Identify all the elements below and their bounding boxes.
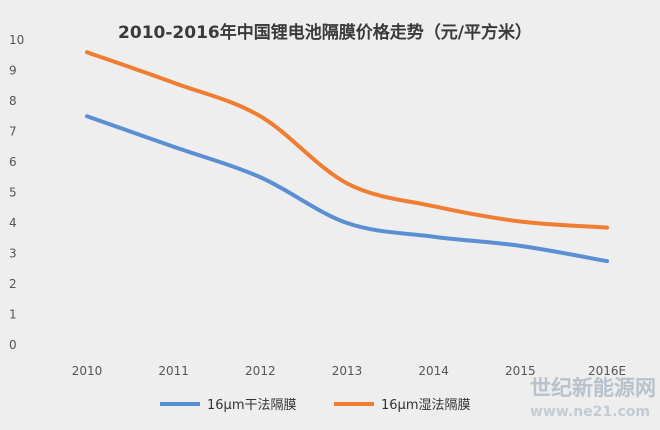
x-tick-label: 2016E xyxy=(588,364,626,378)
watermark-url: www.ne21.com xyxy=(530,404,650,420)
series-lines xyxy=(85,50,609,264)
x-tick-label: 2012 xyxy=(245,364,276,378)
y-tick-label: 7 xyxy=(9,125,17,139)
series-line-1 xyxy=(85,50,609,230)
y-tick-label: 2 xyxy=(9,277,17,291)
x-tick-label: 2015 xyxy=(505,364,536,378)
y-tick-label: 4 xyxy=(9,216,17,230)
y-tick-label: 8 xyxy=(9,94,17,108)
watermark: 世纪新能源网 www.ne21.com xyxy=(530,376,656,420)
y-tick-label: 1 xyxy=(9,308,17,322)
legend: 16μm干法隔膜 16μm湿法隔膜 xyxy=(160,398,470,413)
y-tick-label: 6 xyxy=(9,155,17,169)
y-tick-label: 9 xyxy=(9,64,17,78)
legend-label-1: 16μm湿法隔膜 xyxy=(381,398,470,413)
y-axis-ticks: 0 1 2 3 4 5 6 7 8 9 10 xyxy=(9,33,24,352)
y-tick-label: 3 xyxy=(9,247,17,261)
y-tick-label: 5 xyxy=(9,186,17,200)
chart-title: 2010-2016年中国锂电池隔膜价格走势（元/平方米） xyxy=(118,22,532,43)
x-tick-label: 2010 xyxy=(72,364,103,378)
y-tick-label: 10 xyxy=(9,33,24,47)
x-tick-label: 2013 xyxy=(332,364,363,378)
series-line-0 xyxy=(85,114,609,264)
y-tick-label: 0 xyxy=(9,338,17,352)
x-axis-ticks: 2010 2011 2012 2013 2014 2015 2016E xyxy=(72,364,626,378)
legend-label-0: 16μm干法隔膜 xyxy=(207,398,296,413)
x-tick-label: 2011 xyxy=(158,364,189,378)
watermark-title: 世纪新能源网 xyxy=(530,376,656,400)
x-tick-label: 2014 xyxy=(418,364,449,378)
